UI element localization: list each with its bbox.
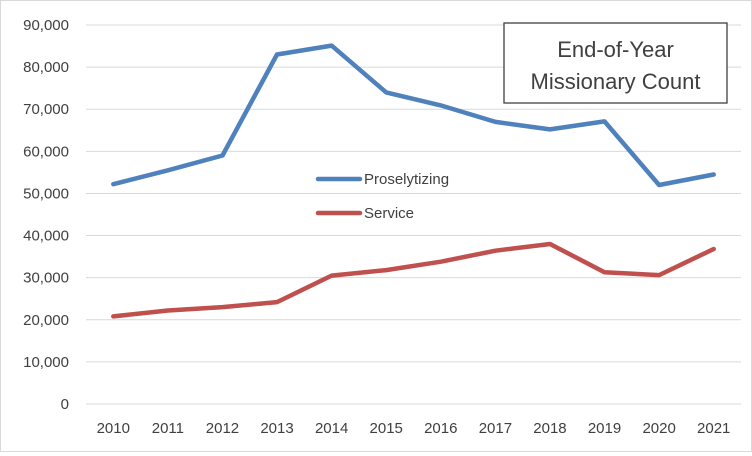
y-tick-label: 60,000 xyxy=(23,143,69,160)
y-tick-label: 50,000 xyxy=(23,185,69,202)
title-line-1: End-of-Year xyxy=(557,37,674,62)
series-lines xyxy=(111,43,716,319)
series-line-proselytizing xyxy=(111,43,716,188)
x-tick-label: 2010 xyxy=(97,420,130,437)
x-tick-label: 2016 xyxy=(424,420,457,437)
legend-label: Service xyxy=(364,205,414,222)
x-tick-label: 2012 xyxy=(206,420,239,437)
x-tick-label: 2017 xyxy=(479,420,512,437)
legend-label: Proselytizing xyxy=(364,171,449,188)
x-tick-label: 2013 xyxy=(260,420,293,437)
x-axis-ticks: 2010 2011 2012 2013 2014 2015 2016 2017 2018 2019… xyxy=(97,420,731,437)
y-tick-label: 70,000 xyxy=(23,101,69,118)
y-axis-ticks: 0 10,000 20,000 30,000 40,000 50,000 60,000 70,… xyxy=(23,17,69,413)
y-tick-label: 0 xyxy=(61,396,69,413)
series-line-service xyxy=(111,241,716,319)
x-tick-label: 2018 xyxy=(533,420,566,437)
x-tick-label: 2019 xyxy=(588,420,621,437)
x-tick-label: 2014 xyxy=(315,420,348,437)
x-tick-label: 2011 xyxy=(152,420,184,437)
title-line-2: Missionary Count xyxy=(531,69,701,94)
y-tick-label: 10,000 xyxy=(23,354,69,371)
title-box xyxy=(503,22,728,104)
x-tick-label: 2020 xyxy=(642,420,675,437)
x-tick-label: 2015 xyxy=(370,420,403,437)
y-tick-label: 90,000 xyxy=(23,17,69,34)
y-tick-label: 80,000 xyxy=(23,59,69,76)
y-tick-label: 40,000 xyxy=(23,228,69,245)
chart-title: End-of-Year Missionary Count xyxy=(503,22,728,104)
y-tick-label: 20,000 xyxy=(23,312,69,329)
x-tick-label: 2021 xyxy=(697,420,730,437)
y-tick-label: 30,000 xyxy=(23,270,69,287)
legend: Proselytizing Service xyxy=(315,171,449,222)
